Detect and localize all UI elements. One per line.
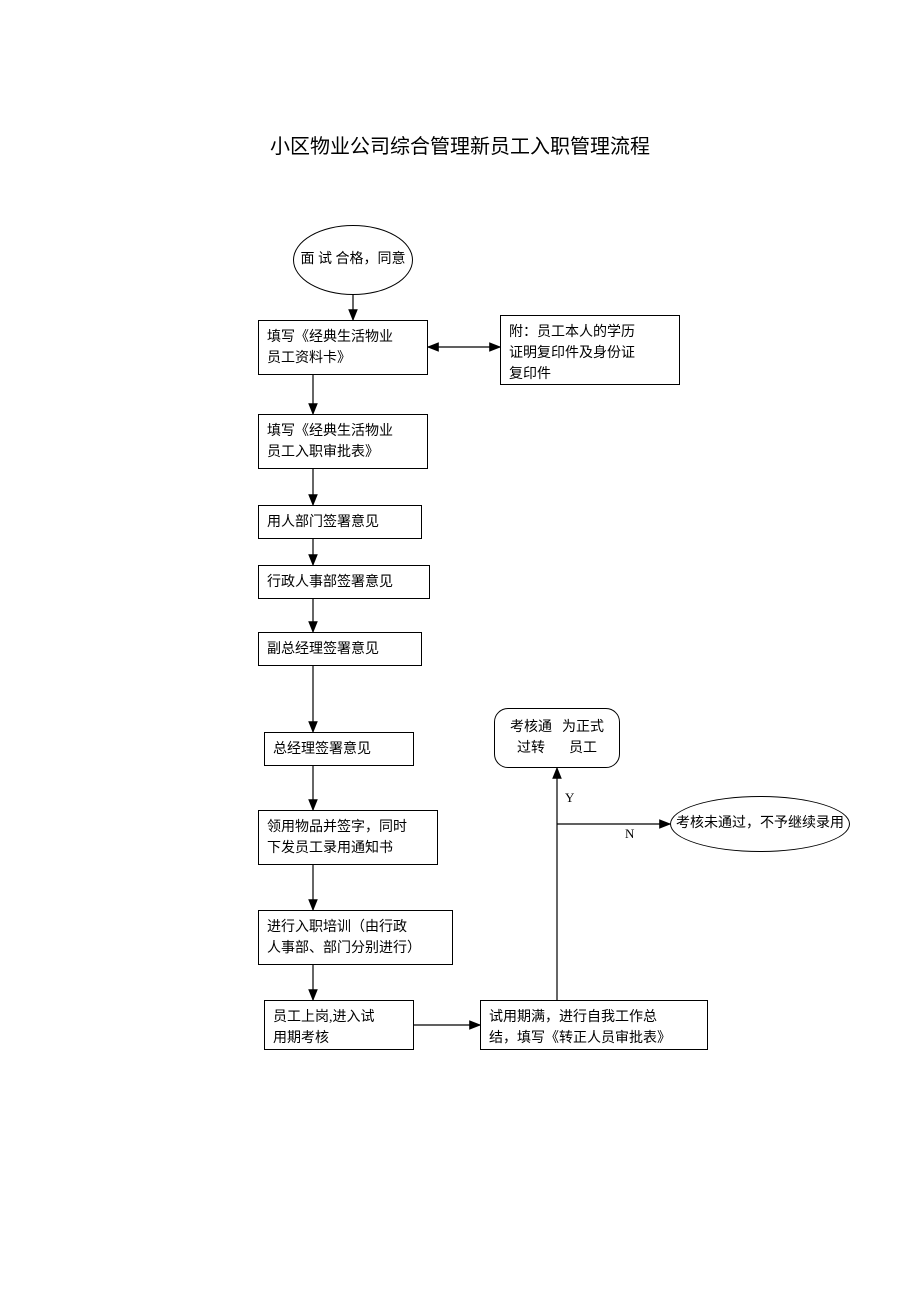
flowchart-node-fill-approval: 填写《经典生活物业员工入职审批表》 [258,414,428,469]
page-title: 小区物业公司综合管理新员工入职管理流程 [0,130,920,159]
connector-layer [0,0,920,1301]
flowchart-node-fail: 考核未通过，不予继续录用 [670,796,850,852]
flowchart-page: 小区物业公司综合管理新员工入职管理流程 面 试 合格，同意填写《经典生活物业员工… [0,0,920,1301]
flowchart-node-training: 进行入职培训（由行政人事部、部门分别进行） [258,910,453,965]
flowchart-node-summary: 试用期满，进行自我工作总结，填写《转正人员审批表》 [480,1000,708,1050]
branch-label-N: N [625,826,634,842]
flowchart-node-issue-notice: 领用物品并签字，同时下发员工录用通知书 [258,810,438,865]
flowchart-node-gm-sign: 总经理签署意见 [264,732,414,766]
flowchart-node-attach: 附：员工本人的学历证明复印件及身份证复印件 [500,315,680,385]
flowchart-node-vgm-sign: 副总经理签署意见 [258,632,422,666]
flowchart-node-fill-card: 填写《经典生活物业员工资料卡》 [258,320,428,375]
flowchart-node-hr-sign: 行政人事部签署意见 [258,565,430,599]
branch-label-Y: Y [565,790,574,806]
flowchart-node-probation: 员工上岗,进入试用期考核 [264,1000,414,1050]
flowchart-node-pass: 考核通过转为正式员工 [494,708,620,768]
flowchart-node-start: 面 试 合格，同意 [293,225,413,295]
flowchart-node-dept-sign: 用人部门签署意见 [258,505,422,539]
